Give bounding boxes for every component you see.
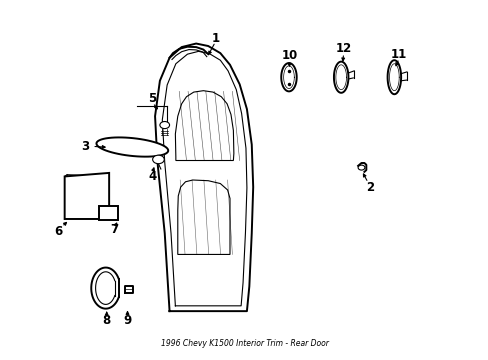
Text: 4: 4 — [148, 170, 157, 183]
FancyBboxPatch shape — [99, 206, 118, 220]
Text: 9: 9 — [123, 314, 131, 327]
Circle shape — [160, 122, 169, 129]
Text: 8: 8 — [102, 314, 111, 327]
Polygon shape — [387, 60, 400, 94]
Circle shape — [152, 155, 164, 164]
Circle shape — [357, 165, 364, 170]
Polygon shape — [178, 180, 229, 255]
Polygon shape — [64, 173, 109, 219]
Text: 7: 7 — [110, 223, 118, 236]
Polygon shape — [175, 91, 233, 161]
Polygon shape — [96, 138, 168, 157]
Text: 11: 11 — [390, 48, 407, 61]
Text: 5: 5 — [148, 92, 157, 105]
Text: 1996 Chevy K1500 Interior Trim - Rear Door: 1996 Chevy K1500 Interior Trim - Rear Do… — [160, 339, 328, 348]
Text: 6: 6 — [54, 225, 62, 238]
Text: 1: 1 — [211, 32, 219, 45]
Text: 10: 10 — [281, 49, 297, 62]
Polygon shape — [281, 63, 296, 91]
Text: 12: 12 — [335, 42, 351, 55]
Text: 2: 2 — [366, 181, 373, 194]
Polygon shape — [333, 62, 348, 93]
Text: 3: 3 — [81, 140, 89, 153]
